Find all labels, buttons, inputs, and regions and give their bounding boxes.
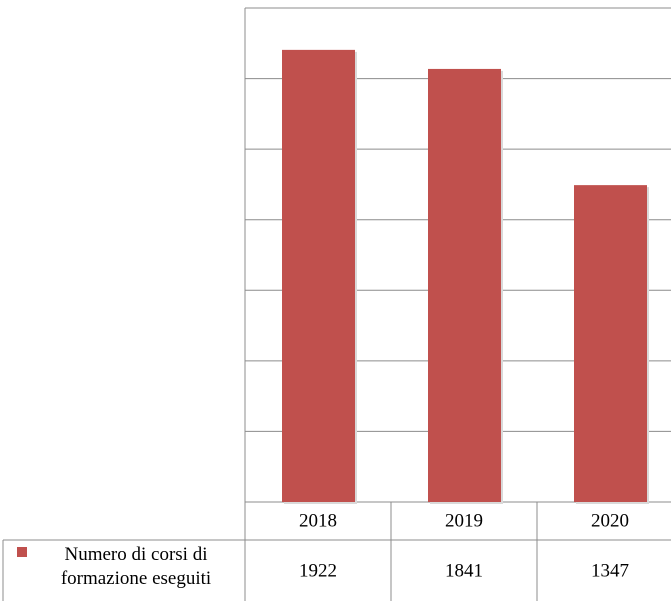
x-tick-label: 2020 xyxy=(591,510,629,531)
table-value: 1841 xyxy=(445,560,483,581)
bar xyxy=(428,68,501,502)
legend-label: Numero di corsi di formazione eseguiti xyxy=(60,544,212,589)
x-tick-label: 2019 xyxy=(445,510,483,531)
legend-swatch xyxy=(17,547,27,557)
bar xyxy=(282,49,355,503)
table-value: 1922 xyxy=(299,560,337,581)
table-value: 1347 xyxy=(591,560,629,581)
x-tick-label: 2018 xyxy=(299,510,337,531)
bar xyxy=(574,185,647,503)
